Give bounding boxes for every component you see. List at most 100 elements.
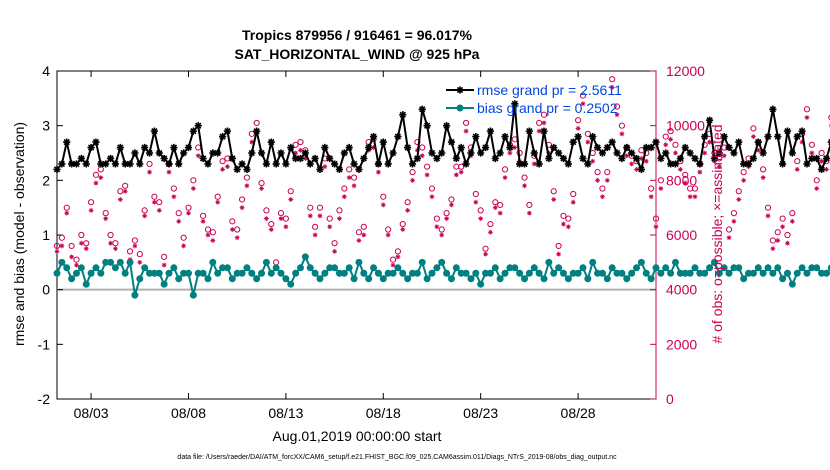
obs-possible-point [818, 149, 825, 157]
rmse-point [199, 154, 207, 163]
bias-point [667, 269, 675, 277]
obs-assimilated-point [293, 150, 299, 156]
obs-possible-point [501, 166, 509, 173]
rmse-point [632, 154, 641, 163]
bias-point [121, 269, 129, 277]
bias-point [189, 291, 197, 299]
obs-assimilated-point [449, 202, 454, 208]
left-y-tick-label: -1 [38, 336, 51, 352]
rmse-point [340, 149, 348, 157]
rmse-point [150, 127, 158, 135]
rmse-point [360, 154, 368, 163]
rmse-point [447, 138, 456, 146]
obs-possible-point [73, 256, 80, 263]
bias-point [477, 280, 485, 288]
bias-point [262, 258, 270, 266]
rmse-point [584, 160, 592, 168]
obs-assimilated-point [93, 180, 99, 186]
rmse-point [58, 160, 66, 168]
rmse-point [769, 105, 777, 113]
bias-point [243, 264, 251, 272]
obs-assimilated-point [371, 145, 376, 150]
rmse-point [764, 133, 772, 141]
rmse-point [598, 149, 607, 157]
bias-point [579, 264, 587, 272]
rmse-point [486, 127, 495, 135]
bias-point [633, 264, 641, 272]
bias-point [511, 264, 519, 272]
obs-assimilated-point [278, 216, 284, 221]
x-tick-label: 08/23 [463, 405, 498, 421]
bias-point [603, 275, 611, 283]
obs-possible-point [268, 220, 275, 228]
rmse-point [374, 160, 383, 168]
obs-assimilated-point [322, 164, 328, 170]
bias-point [662, 264, 670, 272]
rmse-point [501, 133, 509, 141]
obs-assimilated-point [161, 262, 167, 268]
obs-assimilated-point [317, 213, 323, 219]
obs-assimilated-point [195, 153, 201, 159]
legend-rmse-label: rmse grand pr = 2.5611 [477, 82, 622, 98]
rmse-point [452, 154, 460, 163]
obs-assimilated-point [327, 224, 333, 230]
obs-assimilated-point [88, 208, 94, 213]
obs-assimilated-point [741, 177, 747, 183]
bias-point [311, 269, 319, 277]
rmse-point [438, 149, 446, 157]
obs-assimilated-point [824, 167, 829, 172]
obs-possible-point [750, 125, 757, 132]
obs-possible-point [618, 122, 626, 129]
rmse-point [520, 160, 529, 168]
rmse-point [145, 149, 154, 157]
obs-assimilated-point [551, 197, 557, 202]
obs-possible-point [526, 201, 533, 209]
bias-point [248, 269, 256, 277]
obs-assimilated-point [556, 251, 562, 257]
obs-possible-point [438, 226, 445, 233]
obs-assimilated-point [264, 216, 269, 221]
bias-point [418, 258, 426, 266]
bias-point [447, 275, 455, 283]
obs-possible-point [769, 237, 776, 244]
bias-point [184, 269, 192, 277]
obs-assimilated-point [98, 175, 104, 180]
obs-possible-point [277, 210, 285, 217]
rmse-point [462, 160, 470, 168]
bias-point [628, 269, 636, 277]
bias-point [759, 269, 767, 277]
obs-possible-point [482, 245, 489, 252]
rmse-point [569, 138, 577, 146]
rmse-point [798, 127, 806, 135]
bias-point [116, 258, 124, 266]
obs-assimilated-point [634, 167, 639, 172]
chart-title-line2: SAT_HORIZONTAL_WIND @ 925 hPa [235, 46, 480, 62]
bias-point [764, 264, 772, 272]
bias-point [491, 264, 499, 272]
rmse-point [316, 165, 324, 173]
obs-assimilated-point [356, 238, 362, 243]
obs-assimilated-point [585, 139, 591, 145]
rmse-point [136, 160, 144, 168]
obs-possible-point [336, 207, 343, 214]
obs-possible-point [725, 226, 733, 233]
obs-possible-point [599, 185, 606, 192]
obs-possible-point [229, 218, 236, 225]
rmse-point [608, 138, 616, 146]
obs-assimilated-point [186, 210, 191, 216]
rmse-point [744, 160, 753, 168]
obs-possible-point [667, 128, 674, 135]
rmse-point [243, 165, 251, 173]
rmse-point [516, 160, 524, 168]
bias-point [550, 269, 558, 277]
bias-point [652, 264, 660, 272]
bias-point [486, 269, 494, 277]
bias-point [404, 275, 412, 283]
rmse-point [121, 160, 129, 168]
obs-assimilated-point [488, 229, 493, 235]
obs-possible-point [380, 193, 387, 200]
obs-assimilated-point [444, 216, 449, 221]
rmse-point [555, 149, 563, 157]
obs-assimilated-point [361, 232, 367, 238]
obs-assimilated-point [697, 169, 703, 175]
